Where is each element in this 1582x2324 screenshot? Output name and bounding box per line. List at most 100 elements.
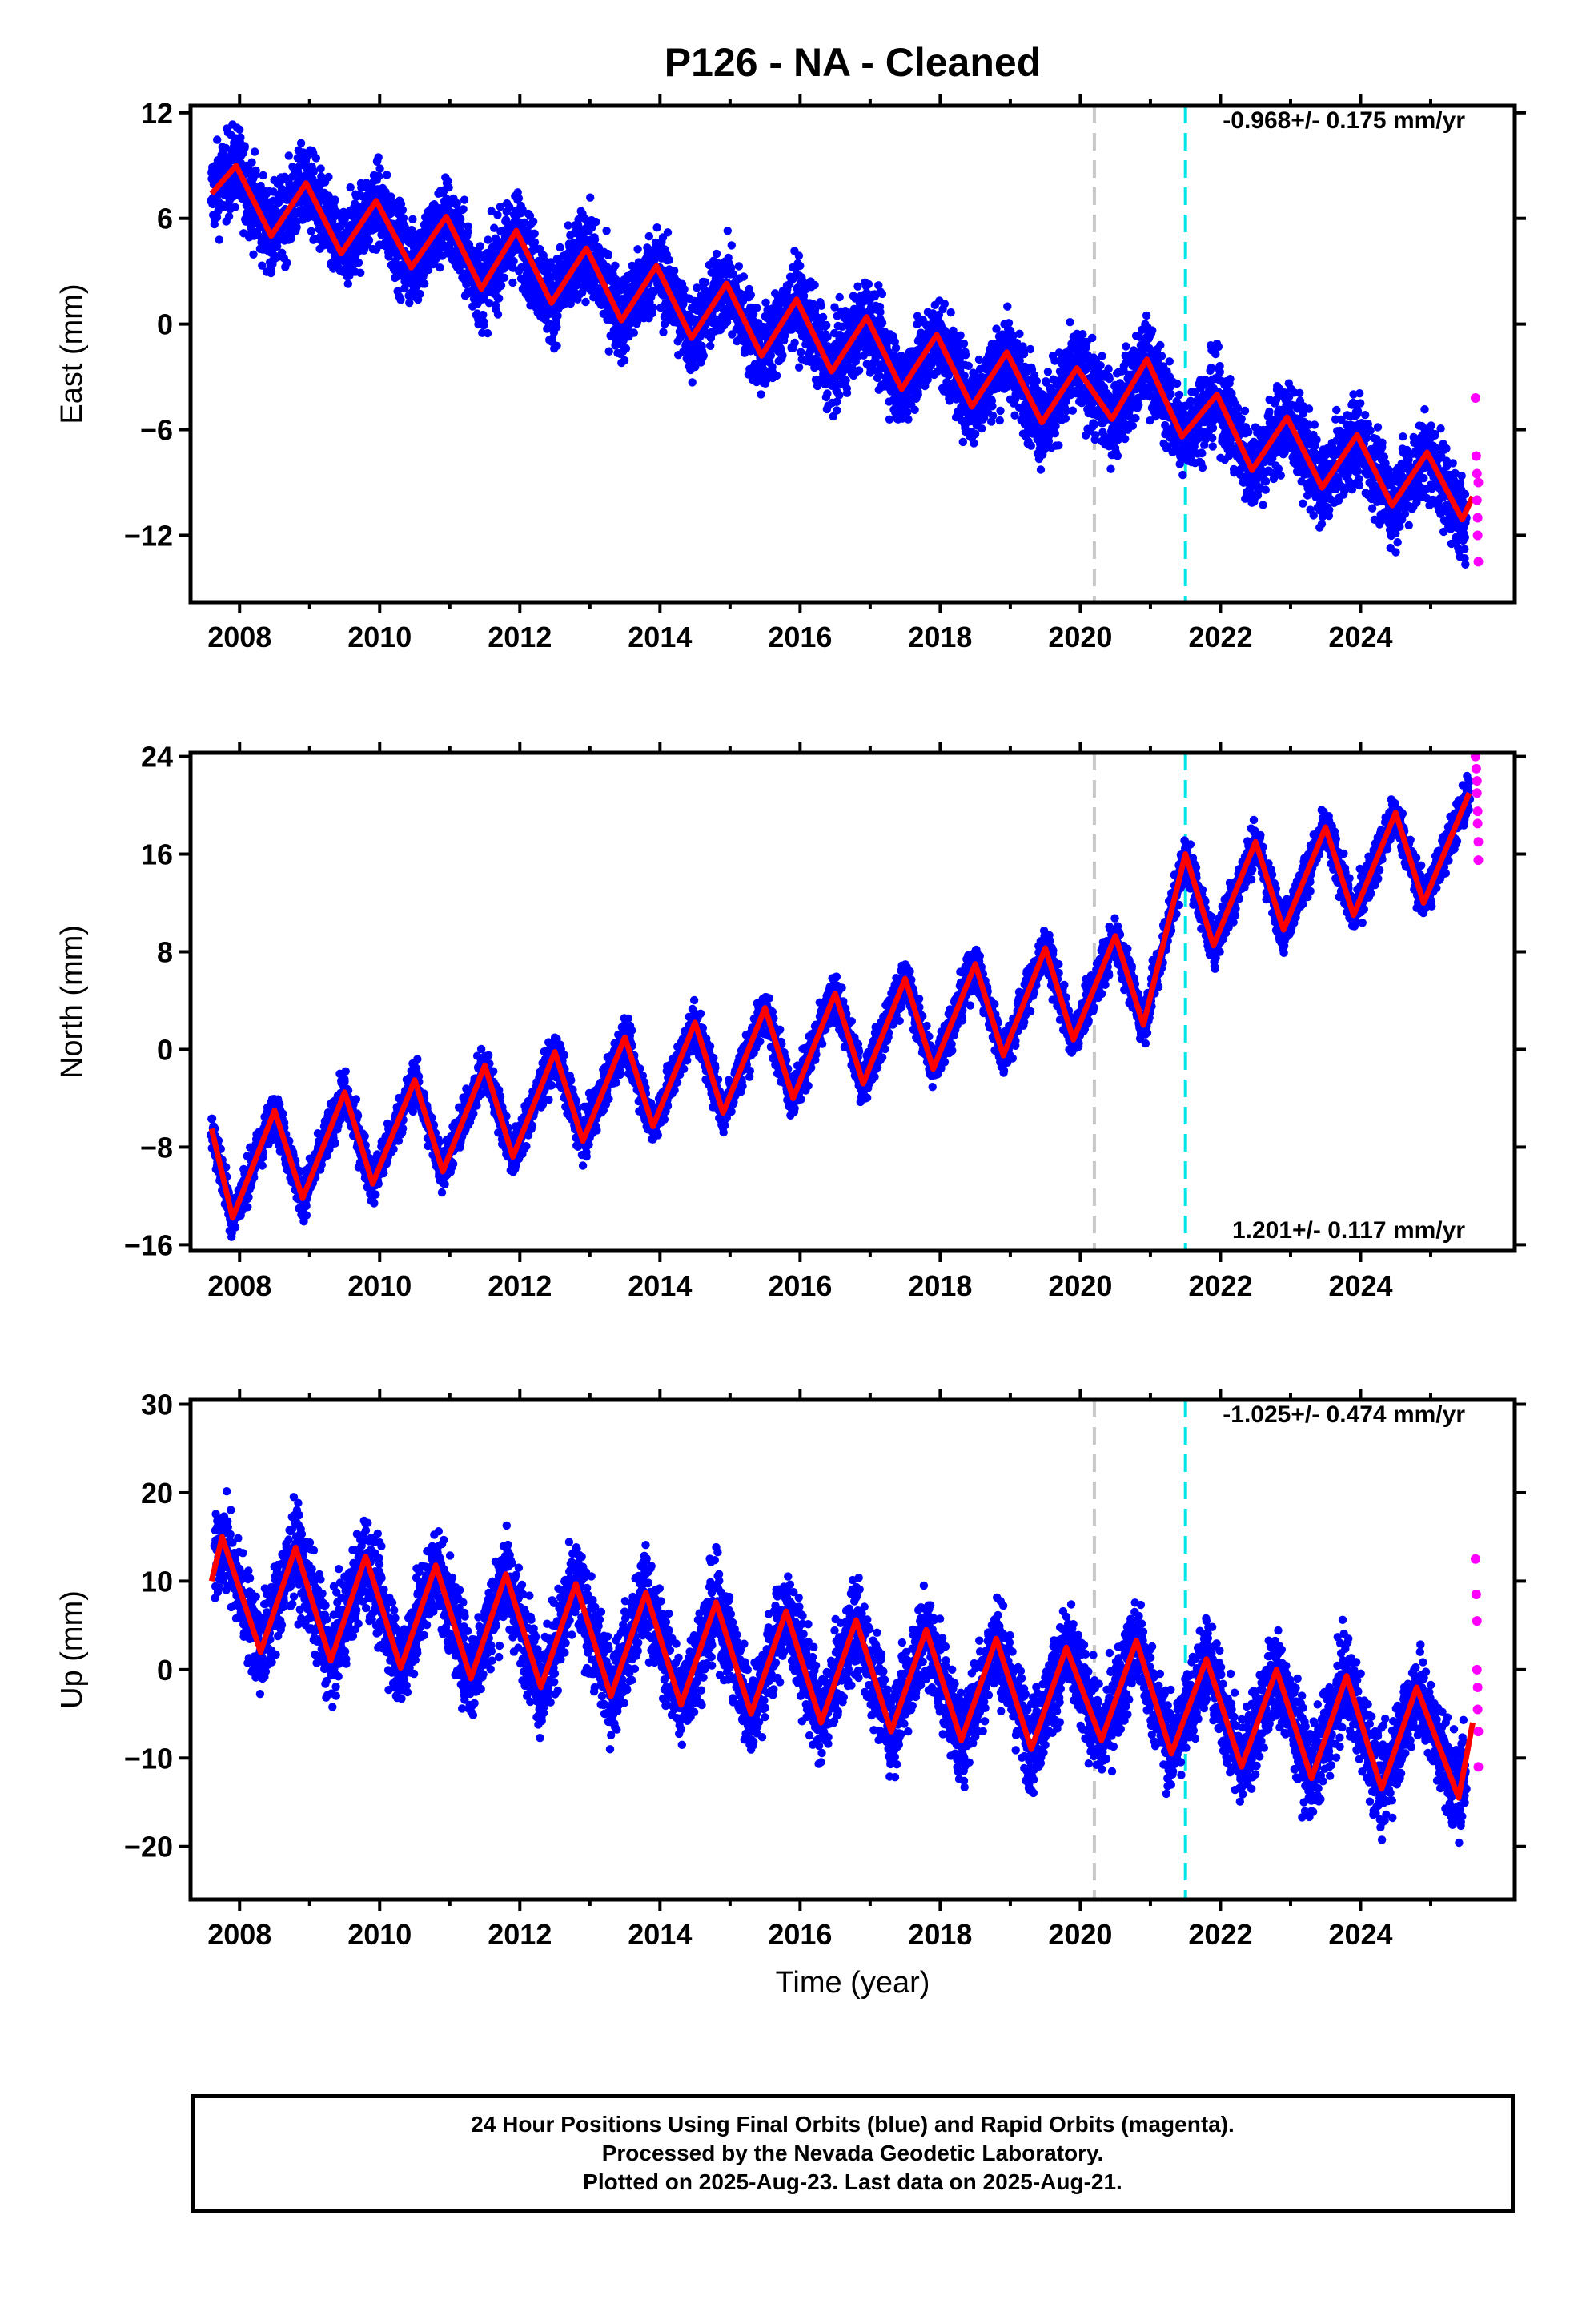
east-final-point — [1106, 464, 1115, 473]
east-final-point — [958, 437, 968, 447]
east-final-point — [1032, 376, 1042, 385]
east-final-point — [444, 183, 453, 192]
east-final-point — [416, 289, 424, 299]
east-final-point — [528, 217, 538, 226]
east-final-point — [1015, 329, 1024, 338]
east-final-point — [556, 243, 564, 252]
east-final-point — [1121, 434, 1130, 444]
east-final-point — [256, 181, 265, 191]
east-final-point — [810, 280, 819, 290]
east-final-point — [1003, 302, 1012, 311]
east-final-point — [1122, 342, 1130, 351]
east-final-point — [853, 282, 862, 291]
east-final-point — [910, 405, 919, 414]
east-final-point — [629, 328, 638, 337]
east-final-point — [375, 164, 384, 173]
east-final-point — [1051, 422, 1060, 431]
east-final-point — [621, 344, 631, 353]
east-final-point — [436, 263, 444, 272]
east-final-point — [479, 310, 488, 320]
east-final-point — [284, 151, 293, 160]
east-final-point — [222, 143, 231, 153]
east-final-point — [332, 209, 342, 218]
east-final-point — [331, 195, 339, 204]
east-final-point — [424, 265, 433, 275]
east-final-point — [500, 273, 509, 282]
east-final-point — [659, 328, 668, 336]
east-final-point — [224, 212, 234, 221]
east-final-point — [215, 235, 223, 244]
east-final-point — [1131, 414, 1140, 423]
east-final-point — [375, 171, 383, 181]
east-final-point — [1105, 374, 1114, 384]
east-final-point — [604, 347, 613, 356]
east-final-point — [1134, 400, 1143, 409]
east-final-point — [688, 378, 697, 387]
east-final-point — [1148, 326, 1157, 335]
east-final-point — [259, 171, 267, 180]
east-final-point — [701, 278, 710, 287]
east-final-point — [464, 222, 472, 231]
east-plot-area — [207, 106, 1484, 602]
east-final-point — [970, 439, 978, 448]
east-final-point — [1088, 333, 1097, 343]
east-final-point — [699, 351, 708, 360]
east-final-point — [354, 258, 363, 267]
east-final-point — [817, 301, 826, 310]
east-final-point — [383, 171, 391, 179]
east-final-point — [459, 205, 468, 214]
east-final-point — [249, 250, 258, 259]
east-final-point — [790, 338, 799, 348]
east-final-point — [235, 125, 244, 134]
east-final-point — [604, 251, 612, 259]
east-final-point — [794, 363, 804, 372]
east-final-point — [324, 191, 333, 200]
east-final-point — [1142, 311, 1151, 320]
east-final-point — [490, 223, 499, 232]
east-final-point — [405, 298, 414, 308]
east-final-point — [514, 194, 524, 203]
east-final-point — [772, 371, 781, 380]
east-final-point — [212, 213, 222, 222]
east-final-point — [552, 341, 561, 350]
east-final-point — [343, 279, 352, 288]
east-final-point — [739, 272, 749, 281]
east-final-point — [978, 424, 986, 433]
east-final-point — [364, 235, 374, 245]
east-final-point — [904, 415, 913, 424]
east-final-point — [496, 281, 506, 290]
east-final-point — [236, 133, 245, 142]
east-final-point — [456, 215, 465, 223]
east-final-point — [1061, 414, 1070, 423]
east-final-point — [706, 341, 715, 350]
east-final-point — [746, 291, 755, 300]
east-final-point — [496, 203, 504, 211]
east-final-point — [835, 292, 844, 302]
east-final-point — [680, 285, 689, 294]
east-final-point — [493, 211, 502, 219]
east-final-point — [1156, 340, 1165, 350]
east-final-point — [251, 166, 260, 175]
east-final-point — [988, 402, 997, 411]
east-final-point — [381, 187, 390, 196]
east-final-point — [420, 279, 429, 288]
east-final-point — [970, 429, 980, 439]
east-final-point — [346, 183, 355, 192]
east-final-point — [530, 229, 539, 238]
east-final-point — [283, 259, 291, 267]
east-final-point — [387, 192, 396, 201]
east-final-point — [231, 203, 239, 211]
east-final-point — [1026, 344, 1035, 354]
east-final-point — [213, 135, 222, 144]
east-final-point — [552, 323, 561, 332]
east-final-point — [444, 176, 452, 186]
east-final-orbit-points — [207, 120, 1471, 569]
figure-title: P126 - NA - Cleaned — [665, 40, 1042, 85]
east-final-point — [797, 348, 805, 356]
east-final-point — [1036, 465, 1046, 474]
east-final-point — [877, 289, 887, 299]
east-final-point — [778, 351, 787, 360]
east-final-point — [581, 297, 590, 307]
east-final-point — [452, 199, 461, 208]
